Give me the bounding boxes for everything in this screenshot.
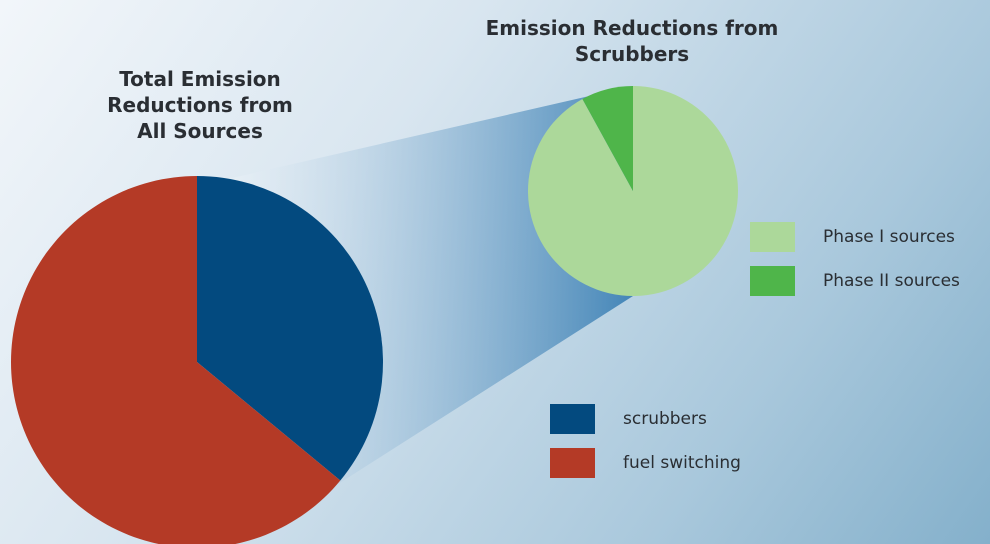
legend-swatch	[550, 448, 595, 478]
legend-item-fuel-switching: fuel switching	[550, 448, 741, 478]
total-reductions-title: Total Emission Reductions from All Sourc…	[70, 66, 330, 144]
legend-label: fuel switching	[623, 453, 741, 473]
pie-slice-phase-ii-sources	[582, 86, 633, 191]
legend-label: scrubbers	[623, 409, 707, 429]
pie-slice-phase-i-sources	[528, 86, 739, 297]
title-line: All Sources	[137, 119, 263, 143]
pie-slice-fuel-switching	[11, 176, 341, 544]
title-line: Emission Reductions from	[485, 16, 779, 40]
legend-swatch	[750, 222, 795, 252]
scrubber-reductions-pie	[528, 86, 739, 297]
legend-swatch	[750, 266, 795, 296]
title-line: Total Emission	[119, 67, 281, 91]
scrubber-reductions-title: Emission Reductions from Scrubbers	[452, 15, 812, 67]
legend-label: Phase II sources	[823, 271, 960, 291]
legend-swatch	[550, 404, 595, 434]
legend-item-phase-1: Phase I sources	[750, 222, 955, 252]
title-line: Reductions from	[107, 93, 293, 117]
pie-slice-scrubbers	[197, 176, 383, 481]
legend-item-phase-2: Phase II sources	[750, 266, 960, 296]
total-reductions-pie	[11, 176, 383, 544]
legend-label: Phase I sources	[823, 227, 955, 247]
title-line: Scrubbers	[574, 42, 690, 66]
legend-item-scrubbers: scrubbers	[550, 404, 707, 434]
